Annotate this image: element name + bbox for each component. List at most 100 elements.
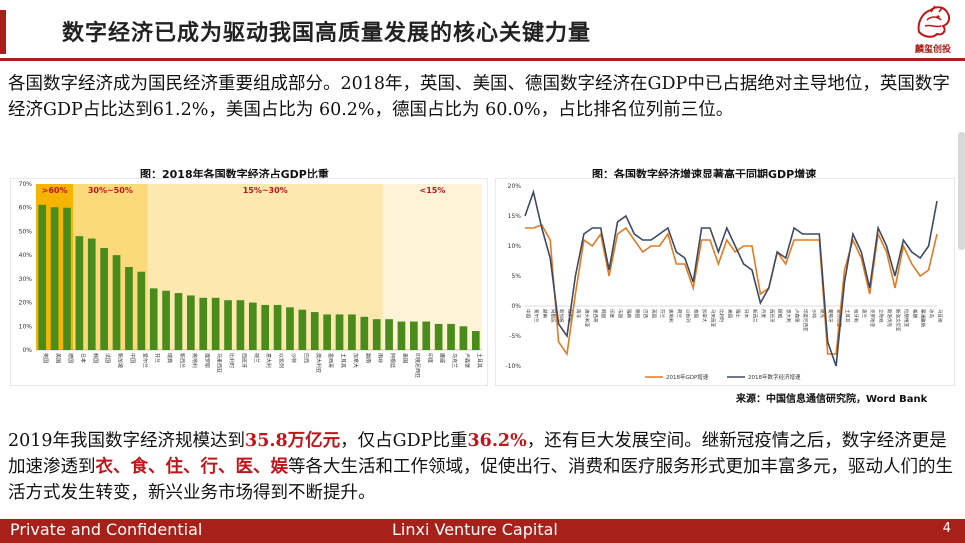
bar — [348, 314, 356, 350]
y-tick-label: 60% — [19, 205, 33, 212]
highlight-ratio: 36.2% — [467, 431, 527, 451]
footer-company: Linxi Venture Capital — [392, 520, 558, 539]
chart-growth-rate: -10%-5%0%5%10%15%20%中国 爱尔兰 越南 阿根廷 新加坡 俄罗斯 南非 澳大… — [495, 178, 955, 386]
bar — [174, 293, 183, 350]
header-accent-bar — [0, 10, 6, 54]
x-tick-label: 阿根廷 — [550, 309, 557, 323]
y-tick-label: -5% — [509, 333, 521, 340]
x-tick-label: 斯洛伐克 — [886, 309, 893, 327]
bar — [261, 304, 270, 350]
band-1 — [73, 184, 148, 350]
x-tick-label: 法国 — [617, 309, 624, 318]
x-tick-label: 泰国 — [693, 309, 700, 318]
bar — [100, 248, 108, 350]
x-tick-label: 阿根廷 — [389, 353, 396, 368]
x-tick-label: 泰国 — [401, 353, 408, 363]
x-tick-label: 印度尼西亚 — [802, 309, 809, 332]
x-tick-label: 芬兰 — [154, 353, 161, 363]
qilin-logo-icon — [917, 5, 951, 38]
band-label: 15%~30% — [243, 186, 288, 195]
x-tick-label: 葡萄牙 — [827, 309, 834, 323]
intro-paragraph: 各国数字经济成为国民经济重要组成部分。2018年，英国、美国、德国数字经济在GD… — [8, 74, 950, 120]
x-tick-label: 新西兰 — [178, 353, 185, 368]
chart2-frame — [495, 178, 955, 386]
x-tick-label: 捷克 — [819, 309, 826, 318]
bar — [471, 331, 480, 350]
x-tick-label: 马耳他 — [937, 309, 944, 323]
scrollbar[interactable] — [958, 132, 965, 250]
bar — [385, 319, 393, 350]
bar — [224, 300, 232, 350]
x-tick-label: 南非 — [575, 309, 582, 318]
x-tick-label: 斯洛文尼亚 — [894, 309, 901, 332]
x-tick-label: 波兰 — [861, 309, 868, 318]
bar — [323, 314, 331, 350]
highlight-scale: 35.8万亿元 — [245, 431, 341, 451]
bar — [422, 321, 431, 350]
bar — [236, 300, 245, 350]
bar — [248, 302, 257, 350]
x-tick-label: 美国 — [726, 309, 733, 318]
y-tick-label: 20% — [19, 300, 33, 307]
x-tick-label: 沙特 — [290, 353, 297, 363]
x-tick-label: 美国 — [55, 353, 62, 363]
conclusion-paragraph: 2019年我国数字经济规模达到35.8万亿元，仅占GDP比重36.2%，还有巨大… — [8, 428, 958, 506]
x-tick-label: 韩国 — [600, 309, 607, 318]
x-tick-label: 巴西 — [642, 309, 648, 318]
bar — [50, 207, 59, 350]
x-tick-label: 土耳其 — [844, 309, 851, 323]
bar — [112, 255, 121, 350]
x-tick-label: 德国 — [634, 309, 641, 318]
bar — [187, 295, 195, 350]
x-tick-label: 土耳其 — [340, 353, 347, 368]
x-tick-label: 荷兰 — [253, 353, 260, 363]
bar — [211, 297, 220, 350]
bar — [447, 323, 455, 350]
x-tick-label: 韩国 — [92, 353, 99, 363]
y-tick-label: -10% — [505, 363, 521, 370]
x-tick-label: 挪威 — [777, 309, 784, 318]
x-tick-label: 爱尔兰 — [533, 309, 540, 323]
conclusion-text-4: 等各大生活和工作领域，促使出行、消费和医疗服务形式更加丰富多元，驱动人们的生活方… — [8, 457, 953, 503]
x-tick-label: 以色列 — [684, 309, 691, 323]
x-tick-label: 德国 — [67, 353, 74, 363]
bar — [298, 309, 307, 350]
x-tick-label: 西班牙 — [768, 309, 775, 323]
legend-label: 2018年数字经济增速 — [748, 373, 801, 381]
x-tick-label: 加拿大 — [701, 309, 708, 323]
x-tick-label: 新西兰 — [752, 309, 759, 323]
y-tick-label: 40% — [19, 252, 33, 259]
x-tick-label: 奥地利 — [667, 309, 674, 323]
x-tick-label: 奥地利 — [191, 353, 198, 368]
bar — [38, 204, 47, 350]
footer-confidential: Private and Confidential — [10, 520, 203, 539]
brand-logo: 麟玺创投 — [909, 2, 957, 58]
header-divider — [0, 58, 965, 61]
x-tick-label: 意大利 — [785, 309, 792, 323]
x-tick-label: 日本 — [79, 353, 86, 363]
series-line-1 — [524, 189, 938, 367]
x-tick-label: 丹麦 — [760, 309, 767, 318]
x-tick-label: 日本 — [743, 309, 750, 318]
x-tick-label: 中国 — [525, 309, 532, 318]
x-tick-label: 马来西亚 — [709, 309, 716, 327]
x-tick-label: 俄罗斯 — [203, 353, 210, 368]
x-tick-label: 比利时 — [228, 353, 235, 368]
slide-header: 数字经济已成为驱动我国高质量发展的核心关键力量 — [0, 0, 965, 64]
x-tick-label: 立陶宛 — [878, 309, 885, 323]
x-tick-label: 印度 — [609, 309, 616, 318]
band-label: 30%~50% — [88, 186, 133, 195]
slide-title: 数字经济已成为驱动我国高质量发展的核心关键力量 — [62, 20, 592, 46]
x-tick-label: 巴西 — [302, 353, 308, 363]
x-tick-label: 爱尔兰 — [141, 353, 148, 368]
bar — [75, 236, 84, 350]
x-tick-label: 乌克兰 — [451, 353, 458, 368]
conclusion-text-2: ，仅占GDP比重 — [340, 431, 468, 451]
conclusion-text-1: 2019年我国数字经济规模达到 — [8, 431, 246, 451]
bar — [335, 314, 344, 350]
y-tick-label: 15% — [508, 213, 522, 220]
x-tick-label: 马来西亚 — [216, 353, 223, 373]
conclusion-text-3: ，还有巨大发展空间。继新冠疫情之后，数字经济更是加速渗透到 — [8, 431, 947, 477]
page-number: 4 — [942, 521, 951, 536]
x-tick-label: 意大利 — [265, 353, 272, 368]
